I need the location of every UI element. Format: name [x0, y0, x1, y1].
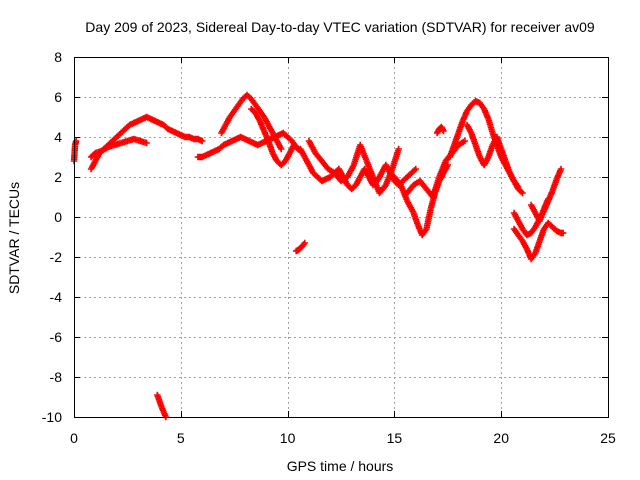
data-point-marker	[412, 165, 419, 173]
tick-layer: 0 5 10 15 20 25 -10 -8 -6 -4 -2 0 2 4 6 8	[42, 49, 616, 446]
series-segment-4	[194, 129, 304, 161]
data-point-marker	[557, 165, 565, 173]
y-tick-label: -4	[50, 289, 63, 305]
series-segment-15	[463, 121, 526, 197]
series-segment-6	[248, 105, 302, 169]
y-tick-label: -6	[50, 329, 63, 345]
series-segment-5	[218, 91, 285, 153]
data-point-marker	[198, 137, 206, 145]
x-tick-label: 25	[600, 430, 616, 446]
y-axis-label: SDTVAR / TECUs	[6, 182, 22, 294]
data-point-marker	[395, 145, 402, 153]
data-point-marker	[440, 127, 447, 135]
series-segment-10	[305, 137, 402, 197]
y-tick-label: 4	[54, 129, 62, 145]
data-point-marker	[519, 189, 526, 197]
chart-title: Day 209 of 2023, Sidereal Day-to-day VTE…	[85, 19, 595, 35]
data-layer	[70, 91, 567, 421]
x-tick-label: 5	[177, 430, 185, 446]
y-tick-label: 2	[54, 169, 62, 185]
y-tick-label: 0	[54, 209, 62, 225]
x-tick-label: 0	[70, 430, 78, 446]
series-segment-18	[527, 195, 552, 225]
grid-layer	[74, 57, 608, 417]
x-tick-label: 20	[493, 430, 509, 446]
y-tick-label: 8	[54, 49, 62, 65]
x-axis-label: GPS time / hours	[287, 458, 394, 474]
y-tick-label: -2	[50, 249, 63, 265]
y-tick-label: -10	[42, 409, 62, 425]
x-tick-label: 10	[280, 430, 296, 446]
y-tick-label: -8	[50, 369, 63, 385]
data-point-marker	[544, 195, 552, 203]
series-segment-7	[292, 239, 308, 255]
series-segment-17	[510, 219, 567, 263]
series-segment-11	[391, 161, 451, 239]
data-point-marker	[301, 239, 308, 247]
y-tick-label: 6	[54, 89, 62, 105]
data-point-marker	[143, 139, 150, 147]
plot-frame	[74, 57, 609, 418]
series-segment-13	[433, 123, 447, 137]
data-point-marker	[277, 145, 285, 153]
data-point-marker	[559, 229, 567, 237]
x-tick-label: 15	[387, 430, 403, 446]
series-segment-3	[87, 135, 150, 161]
data-point-marker	[461, 137, 469, 145]
